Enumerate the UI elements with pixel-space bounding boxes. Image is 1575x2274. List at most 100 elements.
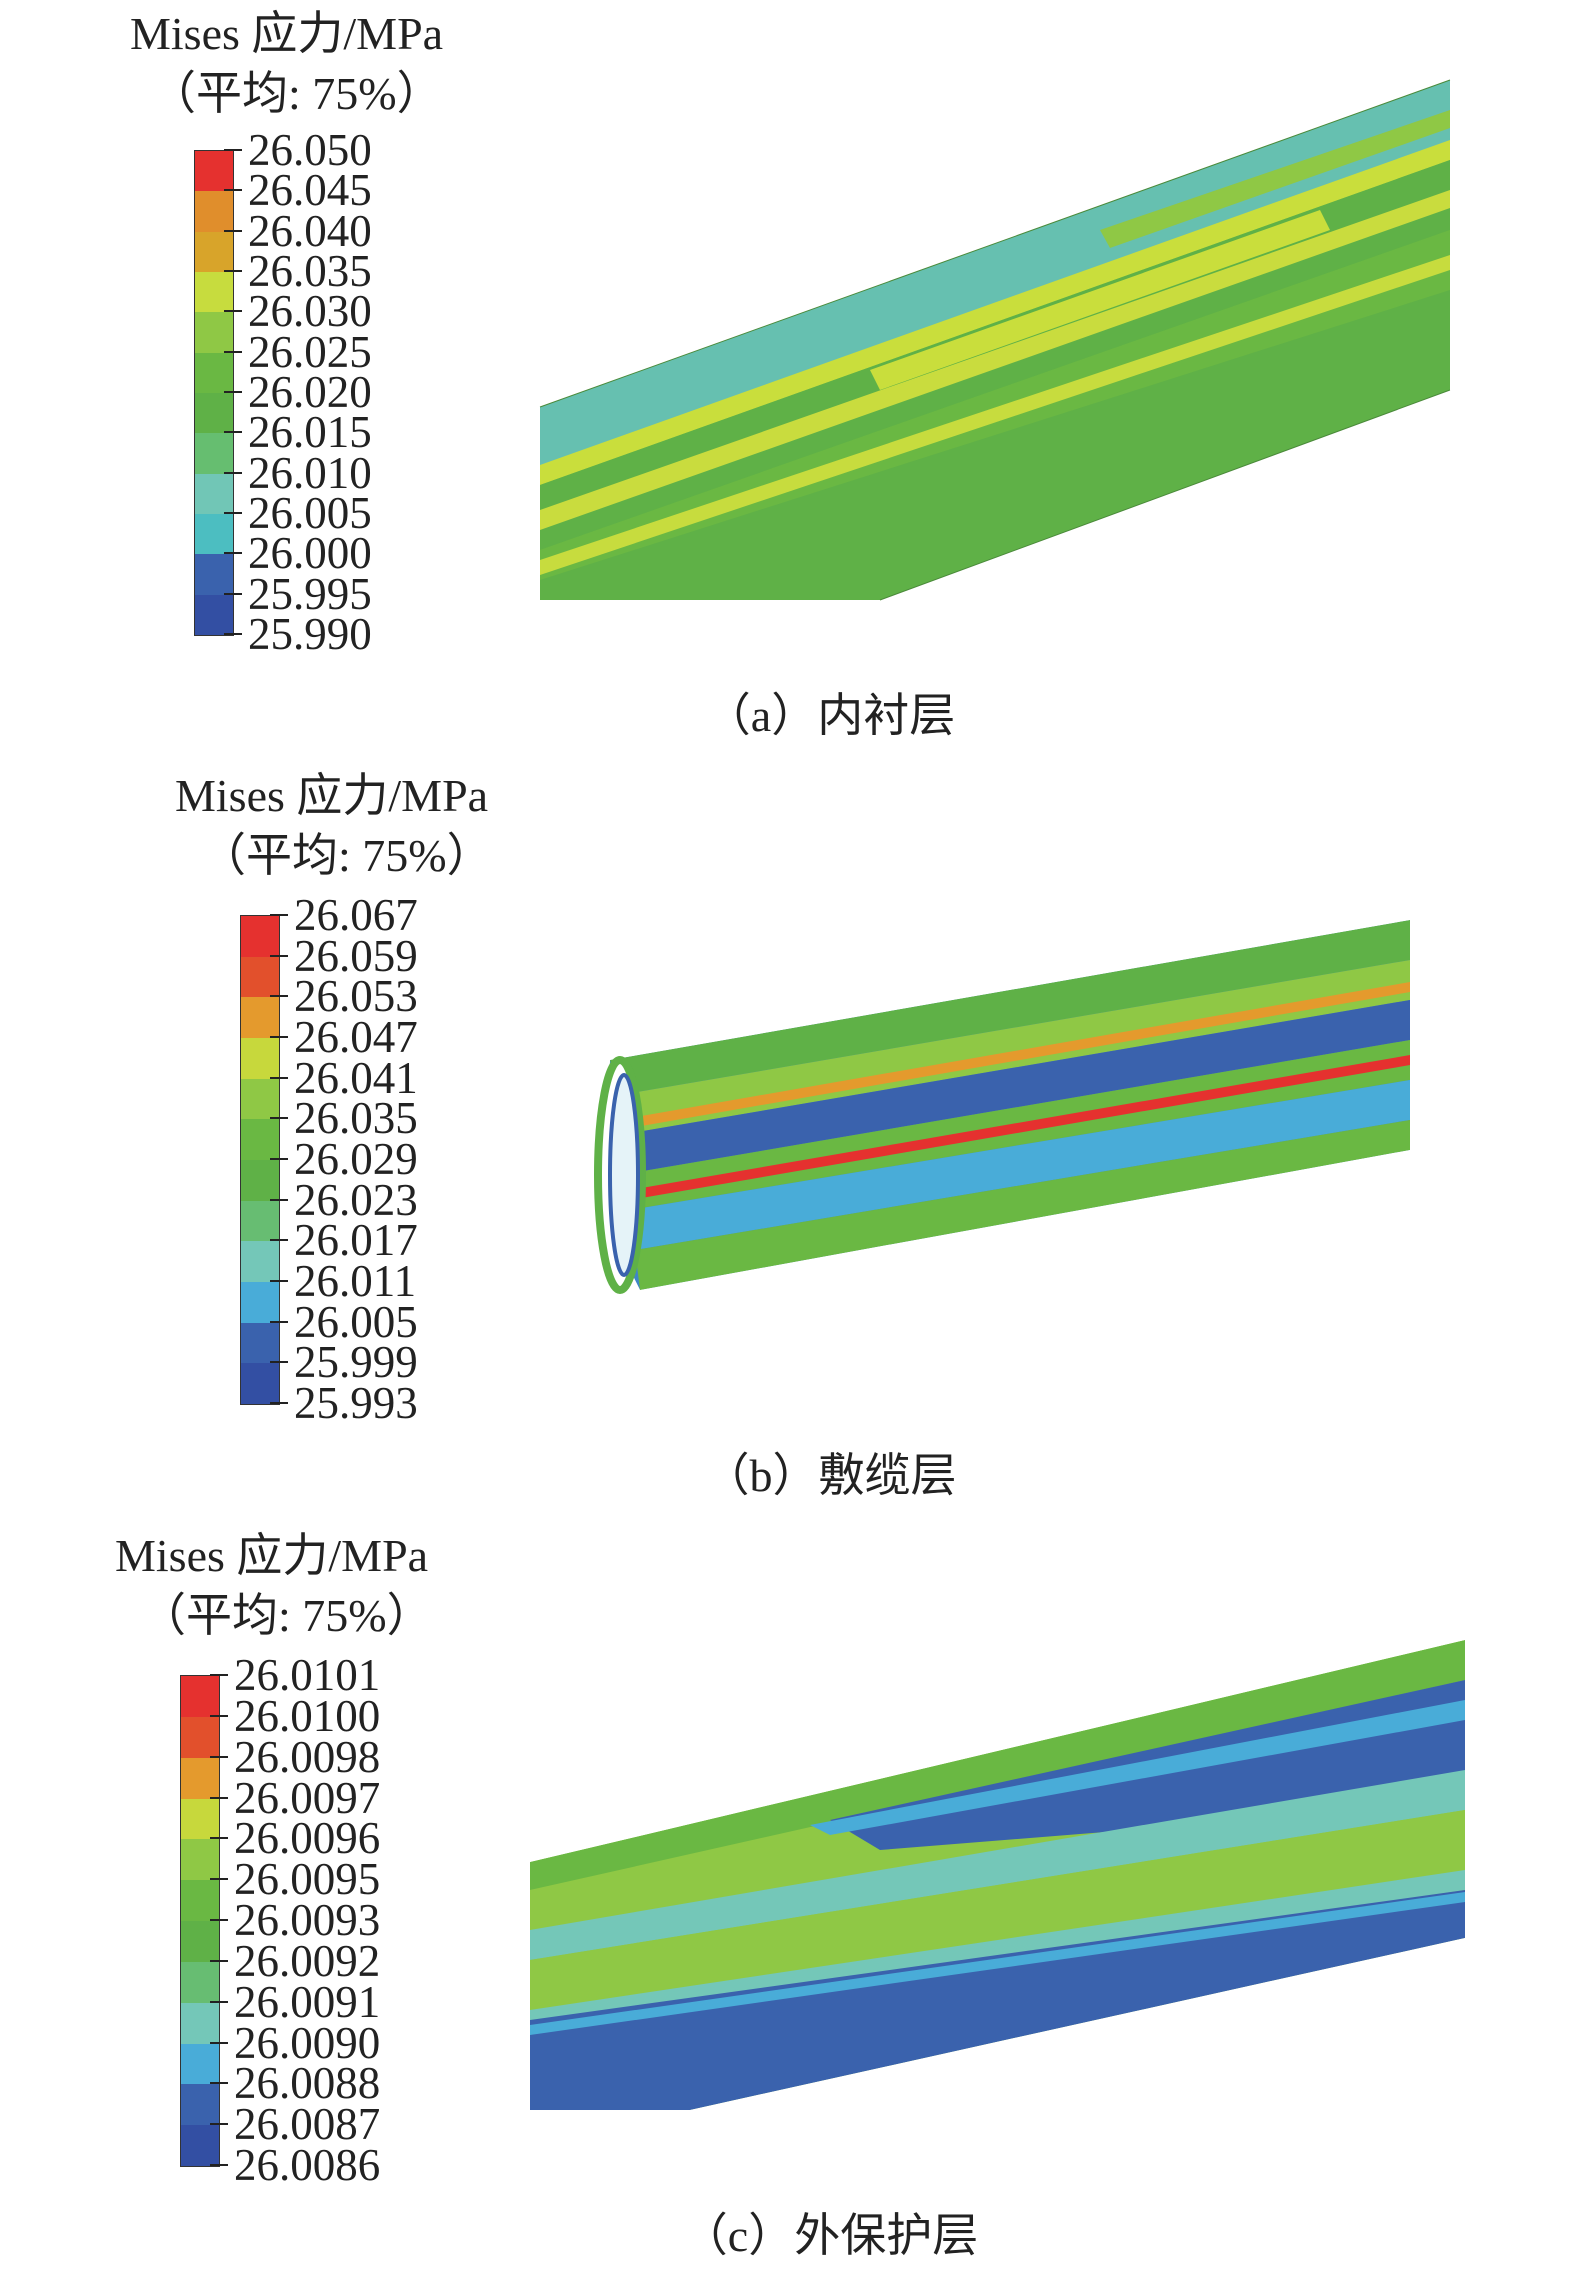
legend-value: 26.050 (248, 125, 372, 175)
legend-tick (224, 189, 242, 192)
legend-swatch (195, 312, 233, 354)
legend-tick (210, 1919, 228, 1921)
legend-tick (224, 149, 242, 151)
legend-tick (210, 2000, 228, 2003)
legend-value: 26.059 (294, 930, 418, 981)
legend-value: 26.0087 (234, 2099, 381, 2150)
legend-value: 26.005 (248, 488, 372, 538)
legend-value: 25.993 (294, 1378, 418, 1428)
legend-swatch (241, 916, 279, 958)
legend-tick (270, 1280, 288, 1282)
legend-swatch (195, 554, 233, 596)
legend-value: 26.041 (294, 1052, 418, 1103)
legend-swatch (181, 1676, 219, 1718)
legend-tick (270, 1198, 288, 1201)
legend-swatch (181, 1921, 219, 1963)
legend-tick (224, 270, 242, 272)
legend-tick (224, 229, 242, 232)
legend-tick (210, 2123, 228, 2126)
legend-title: Mises 应力/MPa (175, 770, 489, 821)
pipe-stress-contour-c (530, 1640, 1465, 2110)
legend-tick (224, 431, 242, 434)
legend-swatch (241, 1322, 279, 1364)
legend-title: Mises 应力/MPa (115, 1530, 429, 1581)
color-legend-bar (194, 150, 234, 636)
legend-swatch (241, 956, 279, 998)
legend-value: 26.0086 (234, 2140, 381, 2190)
legend-swatch (181, 1757, 219, 1799)
legend-tick (270, 1361, 288, 1364)
legend-value: 26.023 (294, 1174, 418, 1225)
legend-value: 26.035 (248, 246, 372, 296)
legend-subtitle: （平均: 75%） (150, 68, 443, 119)
legend-swatch (181, 1880, 219, 1922)
legend-value: 26.0098 (234, 1731, 381, 1782)
legend-value: 25.990 (248, 609, 372, 659)
legend-value: 26.045 (248, 165, 372, 216)
legend-value: 26.029 (294, 1134, 418, 1184)
legend-tick (210, 1674, 228, 1676)
legend-tick (270, 1239, 288, 1242)
legend-value: 26.0096 (234, 1813, 381, 1864)
panel-b: Mises 应力/MPa （平均: 75%） （b）敷缆层 26.067 26.0… (0, 760, 1575, 1520)
legend-tick (210, 1959, 228, 1962)
legend-value: 25.995 (248, 568, 372, 619)
legend-tick (224, 592, 242, 595)
legend-swatch (195, 231, 233, 273)
legend-value: 26.0097 (234, 1772, 381, 1823)
legend-tick (210, 2082, 228, 2085)
legend-swatch (195, 473, 233, 515)
legend-title: Mises 应力/MPa (130, 8, 444, 59)
pipe-stress-contour-a (539, 79, 1451, 601)
legend-tick (224, 552, 242, 555)
figure-caption: （b）敷缆层 (703, 1450, 957, 1501)
legend-tick (210, 2041, 228, 2044)
color-legend-bar (180, 1675, 220, 2167)
panel-a: Mises 应力/MPa （平均: 75%） （a）内衬层 26.050 26.0… (0, 0, 1575, 760)
figure-caption: （a）内衬层 (704, 690, 956, 741)
legend-swatch (195, 272, 233, 313)
legend-value: 26.053 (294, 971, 418, 1022)
legend-tick (270, 1117, 288, 1120)
legend-swatch (241, 1119, 279, 1161)
legend-tick (224, 471, 242, 474)
legend-tick (270, 995, 288, 998)
legend-swatch (241, 1078, 279, 1120)
legend-tick (270, 1402, 288, 1404)
legend-tick (270, 954, 288, 957)
legend-swatch (195, 433, 233, 475)
legend-value: 26.025 (248, 326, 372, 377)
legend-subtitle: （平均: 75%） (140, 1590, 433, 1641)
legend-value: 26.011 (294, 1256, 417, 1306)
legend-value: 26.0092 (234, 1935, 381, 1986)
legend-swatch (181, 2125, 219, 2167)
legend-tick (270, 1076, 288, 1079)
figure-caption: （c）外保护层 (681, 2210, 979, 2261)
legend-value: 26.0090 (234, 2017, 381, 2068)
legend-subtitle: （平均: 75%） (200, 830, 493, 881)
legend-swatch (181, 1716, 219, 1759)
legend-tick (210, 2164, 228, 2166)
legend-value: 26.047 (294, 1012, 418, 1062)
legend-value: 26.010 (248, 447, 372, 498)
pipe-stress-contour-b (594, 920, 1410, 1294)
legend-value: 26.005 (294, 1296, 418, 1347)
legend-swatch (241, 1363, 279, 1405)
legend-value: 26.0088 (234, 2058, 381, 2109)
legend-value: 26.0095 (234, 1854, 381, 1905)
legend-tick (224, 350, 242, 353)
legend-swatch (195, 191, 233, 233)
legend-swatch (241, 1282, 279, 1324)
legend-value: 26.0100 (234, 1690, 381, 1741)
legend-tick (270, 914, 288, 916)
legend-tick (210, 1796, 228, 1799)
legend-tick (270, 1158, 288, 1160)
legend-value: 26.035 (294, 1093, 418, 1144)
legend-value: 26.017 (294, 1215, 418, 1266)
legend-swatch (241, 1241, 279, 1283)
legend-swatch (181, 2002, 219, 2044)
legend-value: 26.000 (248, 528, 372, 579)
legend-value: 26.067 (294, 890, 418, 940)
legend-tick (210, 1714, 228, 1717)
legend-value: 26.0091 (234, 1976, 381, 2027)
